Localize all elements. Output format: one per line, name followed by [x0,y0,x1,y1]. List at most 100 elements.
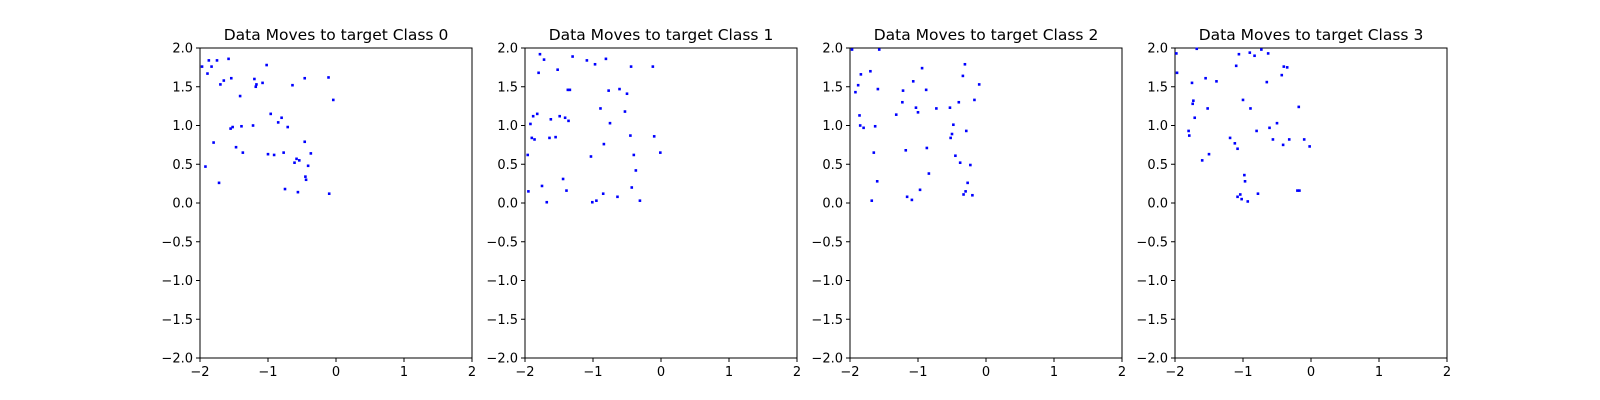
data-point [1285,66,1289,69]
y-tick-label: 0.0 [822,197,843,212]
data-point [529,122,532,126]
data-point [229,76,233,80]
data-point [297,159,301,162]
data-point [952,123,955,127]
y-tick-label: −1.0 [486,274,518,289]
data-point [200,65,204,68]
data-point [571,55,574,58]
data-point [222,79,226,82]
data-point [920,66,924,70]
y-tick-label: 0.5 [1147,158,1168,173]
data-point [589,155,593,158]
y-tick-label: 1.5 [822,80,843,95]
y-tick-label: −1.0 [811,274,843,289]
scatter-panel-3: Data Moves to target Class 3 −2 −1 0 1 2 2.0 1.… [1136,26,1451,380]
data-point [961,74,965,78]
scatter-panel-2: Data Moves to target Class 2 −2 −1 0 1 2 2.0 1.… [811,26,1126,380]
y-tick-label: −0.5 [486,235,518,250]
data-point [958,161,962,164]
x-tick-label: 0 [657,365,665,380]
data-point [1187,134,1191,137]
y-tick-label: −2.0 [161,352,193,367]
data-point [265,63,268,67]
data-point [1195,47,1199,51]
data-point [530,136,534,140]
data-point [659,151,662,154]
data-point [1287,138,1291,141]
data-point [272,153,276,157]
y-tick-label: 1.0 [172,119,193,134]
y-tick-label: −1.5 [161,313,193,328]
data-point [901,100,904,104]
x-tick-label: 2 [1118,365,1126,380]
data-point [877,48,881,51]
data-point [331,98,335,102]
y-tick-label: 0.5 [822,158,843,173]
x-tick-label: 2 [1443,365,1451,380]
data-point [856,83,860,87]
x-tick-label: 1 [400,365,408,380]
panel-title: Data Moves to target Class 1 [549,26,774,44]
x-tick-label: 0 [1307,365,1315,380]
y-tick-label: −1.0 [1136,274,1168,289]
y-tick-label: 1.0 [1147,119,1168,134]
data-point [905,195,909,199]
x-tick-label: 0 [332,365,340,380]
x-tick-label: 1 [725,365,733,380]
data-point [964,129,968,133]
data-point [910,198,914,202]
data-point [632,153,636,157]
panel-title: Data Moves to target Class 0 [224,26,449,44]
data-point [227,57,230,61]
data-point [251,124,255,127]
data-point [858,114,861,117]
y-tick-label: 1.0 [822,119,843,134]
data-point [537,71,540,75]
data-point [1236,147,1239,151]
data-point [971,193,974,197]
panel-title: Data Moves to target Class 2 [874,26,1099,44]
data-point [591,200,594,204]
data-point [1241,98,1245,102]
data-point [638,199,642,202]
data-point [969,163,972,167]
data-point [924,88,928,92]
data-point [1275,121,1279,125]
data-point [295,157,298,161]
data-point [1271,138,1275,141]
data-point [927,172,931,175]
data-point [607,89,610,92]
y-tick-label: −1.5 [1136,313,1168,328]
data-point [966,181,969,185]
data-point [1204,76,1207,80]
data-point [1193,116,1197,120]
data-point [542,58,546,61]
x-tick-label: 0 [982,365,990,380]
data-point [870,199,874,202]
data-point [527,190,530,193]
data-point [531,114,535,118]
data-point [1298,189,1301,192]
data-point [303,140,307,144]
data-point [219,83,222,86]
data-point [1243,180,1247,183]
data-point [1238,193,1242,196]
y-tick-label: 2.0 [497,42,518,57]
data-point [241,151,245,154]
data-point [276,121,280,124]
data-point [914,106,918,109]
data-point [207,59,211,62]
data-point [540,184,544,188]
data-point [253,77,256,81]
y-tick-label: −2.0 [811,352,843,367]
data-point [293,161,296,164]
data-point [875,180,879,183]
data-point [602,142,606,146]
data-point [1255,129,1258,133]
data-point [973,98,976,102]
data-point [535,112,539,116]
data-point [1302,138,1306,141]
y-tick-label: 0.5 [172,158,193,173]
data-point [296,190,300,194]
